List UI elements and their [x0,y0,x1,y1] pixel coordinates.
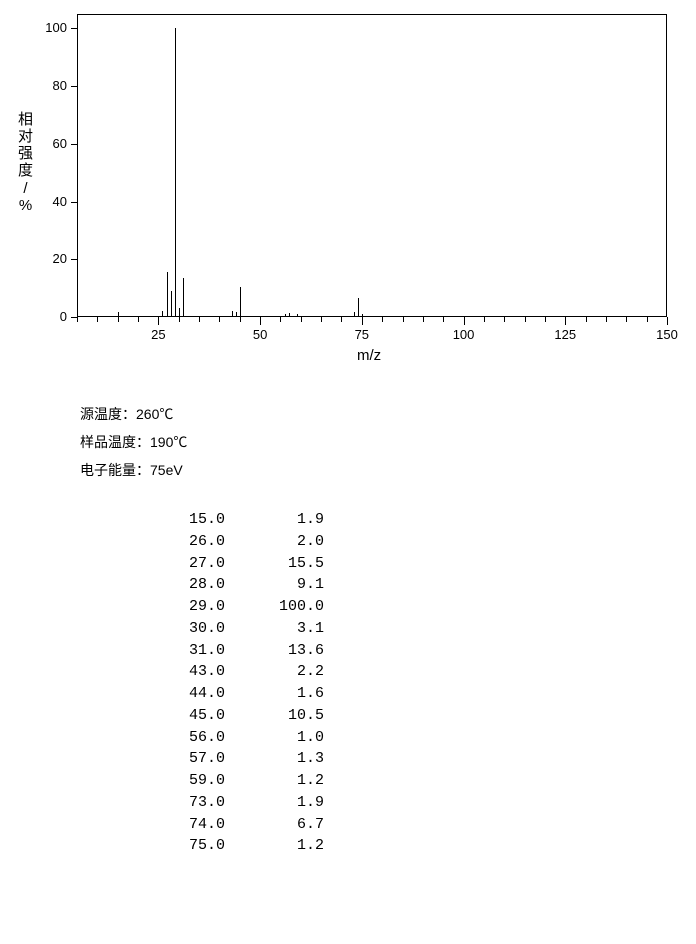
table-row: 74.0 6.7 [180,814,696,836]
x-tick [525,317,526,322]
x-tick [341,317,342,322]
metadata-block: 源温度：260℃ 样品温度：190℃ 电子能量：75eV [80,400,696,484]
table-row: 44.0 1.6 [180,683,696,705]
spectrum-peak [183,278,184,317]
x-tick [484,317,485,322]
x-tick [77,317,78,322]
table-row: 59.0 1.2 [180,770,696,792]
x-tick [321,317,322,322]
x-tick [423,317,424,322]
x-tick-label: 25 [146,327,170,342]
x-tick [362,317,363,325]
y-tick-label: 100 [45,20,67,35]
spectrum-peak [289,313,290,317]
x-tick [158,317,159,325]
spectrum-peak [362,314,363,317]
x-tick [504,317,505,322]
spectrum-peak [232,311,233,317]
x-axis-label: m/z [357,347,381,364]
x-tick [219,317,220,322]
spectrum-peak [358,298,359,317]
table-row: 57.0 1.3 [180,748,696,770]
spectrum-peak [285,314,286,317]
table-row: 56.0 1.0 [180,727,696,749]
x-tick-label: 50 [248,327,272,342]
y-tick [71,202,77,203]
table-row: 27.0 15.5 [180,553,696,575]
x-tick [586,317,587,322]
y-tick-label: 80 [53,78,67,93]
spectrum-peak [118,312,119,317]
y-tick-label: 40 [53,194,67,209]
x-tick [667,317,668,325]
spectrum-peak [167,272,168,317]
y-axis-label: 相对强度/% [18,111,33,215]
x-tick [240,317,241,322]
spectrum-peak [240,287,241,317]
x-tick [382,317,383,322]
x-tick-label: 125 [553,327,577,342]
mass-spectrum-chart: 相对强度/% m/z 25 50 75 100 125 150 0 20 40 60 80 100 [0,0,696,380]
electron-energy-label: 电子能量： [80,462,150,478]
spectrum-peak [297,314,298,317]
table-row: 29.0 100.0 [180,596,696,618]
x-tick [647,317,648,322]
x-tick [179,317,180,322]
x-tick [443,317,444,322]
x-tick-label: 150 [655,327,679,342]
y-tick [71,144,77,145]
x-tick [606,317,607,322]
table-row: 43.0 2.2 [180,661,696,683]
table-row: 31.0 13.6 [180,640,696,662]
table-row: 45.0 10.5 [180,705,696,727]
y-tick-label: 0 [60,309,67,324]
x-tick [138,317,139,322]
spectrum-peak [171,291,172,317]
table-row: 28.0 9.1 [180,574,696,596]
table-row: 73.0 1.9 [180,792,696,814]
sample-temp-label: 样品温度： [80,434,150,450]
sample-temp-value: 190℃ [150,434,187,450]
x-tick [280,317,281,322]
x-tick-label: 100 [452,327,476,342]
y-tick [71,259,77,260]
electron-energy-value: 75eV [150,462,183,478]
spectrum-peak [179,308,180,317]
spectrum-peak [354,312,355,317]
spectrum-peak [162,311,163,317]
x-tick [260,317,261,325]
x-tick [301,317,302,322]
x-tick [626,317,627,322]
electron-energy-row: 电子能量：75eV [80,456,696,484]
x-tick [199,317,200,322]
y-tick [71,28,77,29]
source-temp-label: 源温度： [80,406,136,422]
table-row: 26.0 2.0 [180,531,696,553]
sample-temp-row: 样品温度：190℃ [80,428,696,456]
spectrum-peak [236,312,237,317]
y-tick-label: 20 [53,251,67,266]
y-tick [71,317,77,318]
spectrum-peak [175,28,176,317]
table-row: 30.0 3.1 [180,618,696,640]
x-tick [545,317,546,322]
x-tick [565,317,566,325]
data-table: 15.0 1.9 26.0 2.0 27.0 15.5 28.0 9.1 29.… [180,509,696,857]
y-tick [71,86,77,87]
x-tick [118,317,119,322]
source-temp-value: 260℃ [136,406,173,422]
table-row: 15.0 1.9 [180,509,696,531]
source-temp-row: 源温度：260℃ [80,400,696,428]
plot-area [77,14,667,317]
x-tick [464,317,465,325]
x-tick [403,317,404,322]
x-tick [97,317,98,322]
y-tick-label: 60 [53,136,67,151]
table-row: 75.0 1.2 [180,835,696,857]
x-tick-label: 75 [350,327,374,342]
